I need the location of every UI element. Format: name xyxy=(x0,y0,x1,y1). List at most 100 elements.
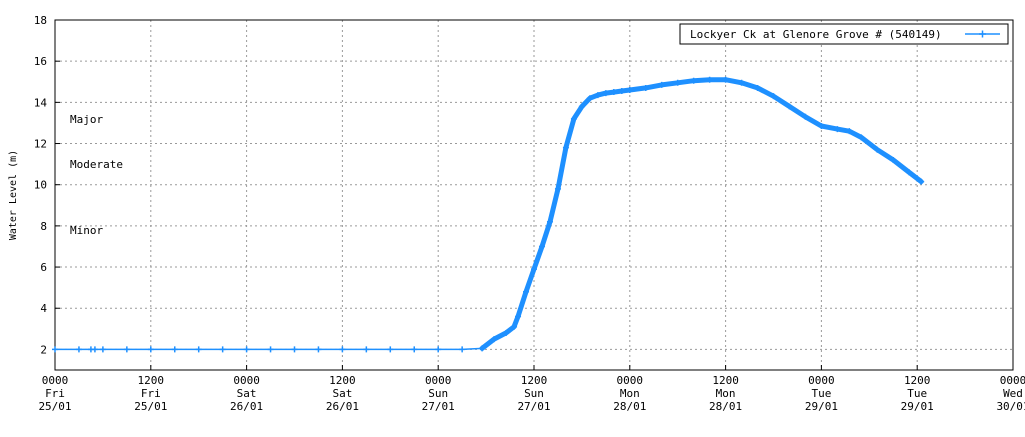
data-point xyxy=(618,88,625,95)
data-point xyxy=(52,346,58,353)
data-point xyxy=(291,346,298,353)
x-tick-date: 29/01 xyxy=(805,400,838,413)
data-point xyxy=(195,346,202,353)
data-point xyxy=(594,92,601,99)
x-tick-day: Sun xyxy=(428,387,448,400)
data-point xyxy=(802,113,809,120)
data-point xyxy=(858,134,865,141)
y-axis-label: Water Level (m) xyxy=(8,150,19,240)
data-point xyxy=(610,89,617,96)
y-tick-label: 10 xyxy=(34,179,47,192)
legend-swatch-marker xyxy=(979,30,986,38)
y-tick-label: 8 xyxy=(40,220,47,233)
data-point xyxy=(738,79,745,86)
y-tick-label: 14 xyxy=(34,96,48,109)
data-point xyxy=(674,79,681,86)
data-point xyxy=(786,103,793,110)
data-point xyxy=(658,81,665,88)
data-point xyxy=(99,346,106,353)
x-tick-date: 27/01 xyxy=(422,400,455,413)
data-point xyxy=(818,123,825,130)
y-tick-label: 18 xyxy=(34,14,47,27)
data-point xyxy=(531,266,537,273)
x-tick-time: 0000 xyxy=(617,374,644,387)
data-point xyxy=(538,243,545,250)
x-tick-time: 1200 xyxy=(329,374,356,387)
data-point xyxy=(890,157,897,163)
x-tick-date: 25/01 xyxy=(38,400,71,413)
data-point xyxy=(546,218,553,225)
data-point xyxy=(459,346,466,353)
x-tick-day: Tue xyxy=(811,387,831,400)
data-point xyxy=(722,76,729,83)
data-point xyxy=(586,95,593,102)
y-axis: 2 4 6 8 10 12 14 16 18 xyxy=(34,14,60,356)
x-tick-day: Mon xyxy=(620,387,640,400)
data-point xyxy=(91,346,98,353)
data-point xyxy=(243,346,250,353)
x-tick-time: 1200 xyxy=(712,374,739,387)
data-point xyxy=(503,329,510,336)
x-tick-date: 29/01 xyxy=(901,400,934,413)
x-tick-date: 28/01 xyxy=(613,400,646,413)
x-tick-day: Wed xyxy=(1003,387,1023,400)
y-tick-label: 4 xyxy=(40,302,47,315)
x-tick-date: 27/01 xyxy=(517,400,550,413)
x-tick-time: 0000 xyxy=(42,374,69,387)
legend: Lockyer Ck at Glenore Grove # (540149) xyxy=(679,23,1009,45)
data-point xyxy=(690,77,697,84)
x-axis: 0000Fri25/011200Fri25/010000Sat26/011200… xyxy=(38,365,1025,413)
x-tick-date: 26/01 xyxy=(326,400,359,413)
data-point xyxy=(491,336,498,343)
x-tick-time: 0000 xyxy=(425,374,452,387)
data-point xyxy=(511,323,518,330)
x-tick-time: 0000 xyxy=(808,374,835,387)
x-tick-time: 0000 xyxy=(233,374,260,387)
annotation-major: Major xyxy=(70,113,103,126)
x-tick-time: 1200 xyxy=(521,374,548,387)
data-point xyxy=(219,346,226,353)
data-point xyxy=(834,126,841,133)
data-point xyxy=(267,346,274,353)
y-tick-label: 6 xyxy=(40,261,47,274)
data-point xyxy=(570,115,577,122)
data-point xyxy=(602,90,609,97)
data-point xyxy=(363,346,370,353)
data-point xyxy=(171,346,178,353)
data-point xyxy=(578,103,585,110)
data-point xyxy=(562,144,569,151)
x-tick-day: Sat xyxy=(332,387,352,400)
data-point xyxy=(339,346,346,353)
annotation-minor: Minor xyxy=(70,224,103,237)
threshold-annotations: Major Moderate Minor xyxy=(70,113,123,237)
x-tick-date: 25/01 xyxy=(134,400,167,413)
data-point xyxy=(642,84,649,91)
x-tick-date: 26/01 xyxy=(230,400,263,413)
data-point xyxy=(411,346,418,353)
x-tick-day: Fri xyxy=(141,387,161,400)
data-point xyxy=(626,87,633,93)
data-point xyxy=(914,175,921,182)
data-point xyxy=(918,178,925,185)
data-point xyxy=(315,346,322,353)
x-tick-day: Mon xyxy=(716,387,736,400)
series-layer xyxy=(52,76,925,353)
x-tick-date: 28/01 xyxy=(709,400,742,413)
data-point xyxy=(874,146,881,153)
x-tick-date: 30/01 xyxy=(996,400,1025,413)
y-tick-label: 12 xyxy=(34,138,47,151)
y-tick-label: 16 xyxy=(34,55,47,68)
data-point xyxy=(770,93,777,100)
x-tick-time: 1200 xyxy=(904,374,931,387)
data-point xyxy=(387,346,394,353)
data-point xyxy=(754,84,761,91)
x-tick-day: Fri xyxy=(45,387,65,400)
x-tick-day: Tue xyxy=(907,387,927,400)
data-point xyxy=(706,76,713,83)
series-line xyxy=(55,78,922,351)
data-point xyxy=(554,185,561,192)
data-point xyxy=(523,288,530,295)
data-point xyxy=(75,346,82,353)
